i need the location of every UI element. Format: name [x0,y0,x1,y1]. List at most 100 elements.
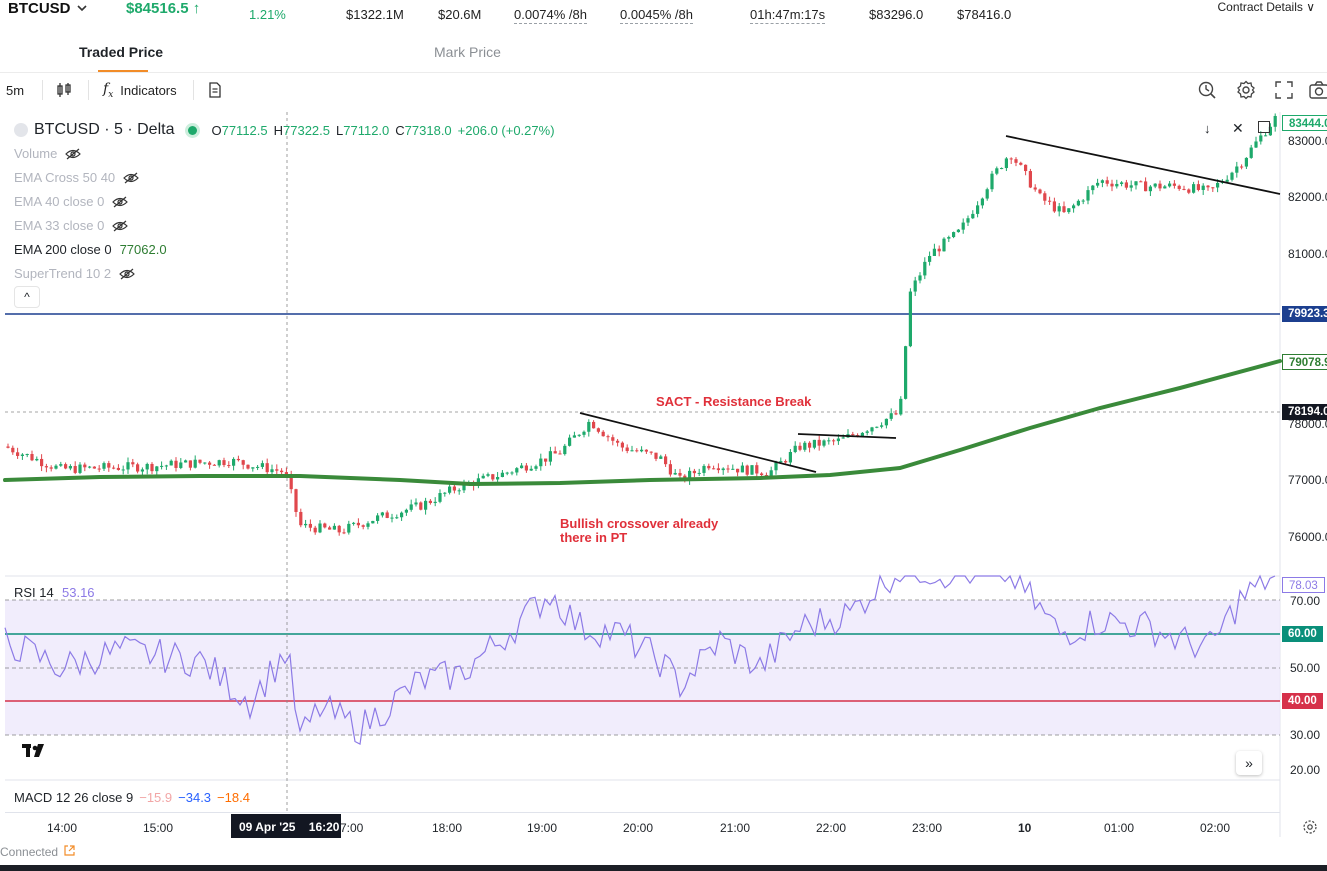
alert-icon[interactable] [1196,79,1218,101]
legend-ema-cross[interactable]: EMA Cross 50 40 [14,170,140,185]
active-tab-indicator [98,70,148,72]
candle-body [1024,164,1028,172]
time-axis-label: 19:00 [527,821,558,835]
candle-body [59,464,63,466]
candle-body [1192,184,1196,193]
camera-icon[interactable] [1308,79,1327,101]
candle-body [875,426,879,428]
candle-body [923,261,927,276]
candle-body [1134,181,1138,186]
legend-title[interactable]: BTCUSD · 5 · Delta [34,121,175,138]
candle-body [145,463,149,470]
symbol-selector[interactable]: BTCUSD [8,0,71,17]
arrow-down-icon[interactable]: ↓ [1204,121,1211,136]
rsi-axis-label: 30.00 [1290,728,1321,742]
legend-supertrend[interactable]: SuperTrend 10 2 [14,266,135,281]
candle-body [620,442,624,448]
candle-body [644,449,648,452]
candle-body [812,439,816,448]
high-24h: $83296.0 [869,7,924,22]
candle-body [1004,158,1008,169]
time-axis-label: 7:00 [340,821,364,835]
legend-volume[interactable]: Volume [14,146,82,161]
candle-body [1129,185,1133,188]
tab-traded-price[interactable]: Traded Price [79,44,164,60]
legend-ema200[interactable]: EMA 200 close 0 77062.0 [14,242,167,257]
candle-body [577,434,581,436]
toolbar-separator [193,80,194,100]
tradingview-logo[interactable] [19,738,49,764]
template-icon[interactable] [207,80,223,100]
candle-body [265,463,269,473]
price-axis-label: 76000.0 [1288,530,1327,544]
candle-body [260,463,264,467]
legend-ema33[interactable]: EMA 33 close 0 [14,218,129,233]
candle-body [1043,193,1047,201]
candle-body [505,472,509,474]
candle-body [1100,180,1104,183]
interval-selector[interactable]: 5m [6,82,25,98]
candle-body [107,463,111,468]
chart-type-icon[interactable] [55,80,73,100]
candle-body [630,450,634,452]
candle-body [1076,200,1080,206]
candle-body [832,440,836,442]
candle-body [20,454,24,456]
candle-body [534,466,538,469]
collapse-legend-button[interactable]: ^ [14,286,40,308]
settings-gear-icon[interactable] [1235,79,1257,101]
candle-body [395,517,399,519]
candle-body [1273,115,1277,127]
candle-body [308,523,312,528]
candle-body [870,427,874,432]
candle-body [491,474,495,480]
scroll-to-realtime-button[interactable]: » [1236,751,1262,775]
candle-body [1014,159,1018,163]
time-axis-label: 21:00 [720,821,751,835]
candle-body [332,525,336,530]
contract-details-link[interactable]: Contract Details ∨ [1217,0,1315,14]
candle-body [904,346,908,399]
candle-body [385,512,389,518]
tab-mark-price[interactable]: Mark Price [434,44,501,60]
candle-body [764,475,768,477]
candle-body [1148,186,1152,192]
candle-body [131,462,135,465]
close-icon[interactable]: ✕ [1232,120,1244,136]
candle-body [1105,180,1109,184]
axis-settings-icon[interactable] [1302,819,1318,840]
indicators-button[interactable]: fx Indicators [103,80,177,100]
candle-body [1120,182,1124,184]
close-value: 77318.0 [404,122,452,138]
candle-body [822,440,826,446]
chevron-down-icon[interactable] [76,2,88,16]
candle-body [88,466,92,468]
candle-body [520,465,524,469]
candle-body [750,465,754,475]
candle-body [1177,185,1181,189]
candle-body [1072,205,1076,209]
rsi-label[interactable]: RSI 14 [14,585,54,600]
legend-ema33-label: EMA 33 close 0 [14,218,105,233]
maximize-pane-icon[interactable] [1258,121,1270,133]
candle-body [1052,201,1056,212]
candle-body [899,398,903,415]
candle-body [160,465,164,467]
candle-body [40,458,44,467]
candle-body [83,464,87,468]
external-link-icon[interactable] [64,845,75,859]
candle-body [635,450,639,452]
close-label: C [395,122,405,138]
candle-body [1168,183,1172,187]
annotation-crossover-2: there in PT [560,530,628,545]
candle-body [980,198,984,206]
candle-body [995,168,999,174]
candle-body [126,462,130,470]
macd-legend[interactable]: MACD 12 26 close 9 −15.9 −34.3 −18.4 [14,790,250,805]
crosshair-price-tag: 78194.0 [1282,404,1327,420]
fullscreen-icon[interactable] [1273,79,1295,101]
candle-body [755,465,759,474]
legend-ema40[interactable]: EMA 40 close 0 [14,194,129,209]
rsi-60-tag: 60.00 [1282,626,1323,642]
